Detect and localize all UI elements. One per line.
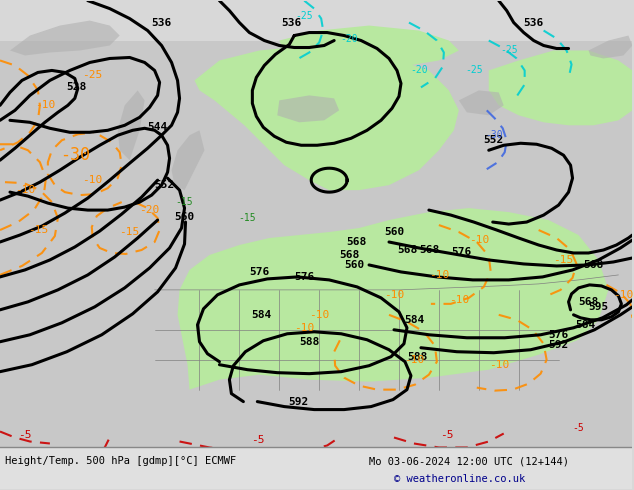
Text: -25: -25 bbox=[82, 71, 102, 80]
Polygon shape bbox=[459, 90, 504, 115]
Text: -15: -15 bbox=[238, 213, 256, 223]
Text: 584: 584 bbox=[404, 315, 424, 325]
Text: 536: 536 bbox=[281, 18, 301, 27]
Text: -10: -10 bbox=[449, 295, 469, 305]
Text: -20: -20 bbox=[340, 33, 358, 44]
Text: 544: 544 bbox=[148, 122, 168, 132]
Text: 588: 588 bbox=[299, 337, 320, 347]
Text: -25: -25 bbox=[500, 46, 517, 55]
Text: -5: -5 bbox=[18, 430, 32, 440]
Text: -25: -25 bbox=[295, 11, 313, 21]
Text: 576: 576 bbox=[249, 267, 269, 277]
Polygon shape bbox=[280, 25, 459, 69]
Text: -10: -10 bbox=[613, 290, 633, 300]
Text: 568: 568 bbox=[339, 250, 359, 260]
Text: 536: 536 bbox=[524, 18, 544, 27]
Text: 576: 576 bbox=[294, 272, 314, 282]
Text: -10: -10 bbox=[384, 290, 404, 300]
Text: 592: 592 bbox=[288, 396, 308, 407]
Text: -15: -15 bbox=[28, 225, 48, 235]
Polygon shape bbox=[118, 90, 145, 160]
Text: -15: -15 bbox=[120, 227, 139, 237]
Text: -10: -10 bbox=[429, 270, 449, 280]
Text: 552: 552 bbox=[155, 180, 175, 190]
Text: -10: -10 bbox=[15, 185, 35, 195]
Text: 552: 552 bbox=[484, 135, 504, 145]
Text: 568: 568 bbox=[578, 297, 598, 307]
Polygon shape bbox=[10, 21, 120, 55]
Text: -30: -30 bbox=[485, 130, 503, 140]
Text: 576: 576 bbox=[548, 330, 569, 340]
Text: 588: 588 bbox=[407, 352, 427, 362]
Text: Mo 03-06-2024 12:00 UTC (12+144): Mo 03-06-2024 12:00 UTC (12+144) bbox=[369, 457, 569, 466]
Polygon shape bbox=[588, 36, 632, 58]
Text: -20: -20 bbox=[410, 66, 428, 75]
Text: 576: 576 bbox=[451, 247, 472, 257]
Text: 568: 568 bbox=[583, 260, 604, 270]
Text: 528: 528 bbox=[67, 82, 87, 93]
Text: -10: -10 bbox=[469, 235, 489, 245]
Text: 560: 560 bbox=[384, 227, 404, 237]
Polygon shape bbox=[489, 50, 632, 125]
Text: -10: -10 bbox=[404, 355, 424, 365]
Text: -5: -5 bbox=[440, 430, 453, 440]
Text: Height/Temp. 500 hPa [gdmp][°C] ECMWF: Height/Temp. 500 hPa [gdmp][°C] ECMWF bbox=[5, 457, 236, 466]
Text: -20: -20 bbox=[139, 205, 160, 215]
Text: 536: 536 bbox=[152, 18, 172, 27]
Polygon shape bbox=[277, 96, 339, 122]
Text: 568: 568 bbox=[346, 237, 366, 247]
Text: -10: -10 bbox=[309, 310, 329, 320]
Text: 584: 584 bbox=[251, 310, 271, 320]
Polygon shape bbox=[178, 208, 609, 390]
Text: 584: 584 bbox=[576, 320, 595, 330]
Text: © weatheronline.co.uk: © weatheronline.co.uk bbox=[394, 474, 525, 485]
Text: 560: 560 bbox=[344, 260, 364, 270]
Text: -25: -25 bbox=[465, 66, 482, 75]
Text: 560: 560 bbox=[174, 212, 195, 222]
Text: -10: -10 bbox=[82, 175, 102, 185]
Bar bbox=[0, 447, 632, 490]
Text: -10: -10 bbox=[489, 360, 509, 369]
Text: 592: 592 bbox=[548, 340, 569, 350]
Text: 568: 568 bbox=[419, 245, 439, 255]
Text: 595: 595 bbox=[588, 302, 609, 312]
Polygon shape bbox=[195, 46, 459, 190]
Text: -15: -15 bbox=[176, 197, 193, 207]
Text: -10: -10 bbox=[294, 323, 314, 333]
Text: -30: -30 bbox=[60, 146, 90, 164]
Text: -5: -5 bbox=[573, 422, 585, 433]
Text: 568: 568 bbox=[397, 245, 417, 255]
Text: -10: -10 bbox=[35, 100, 55, 110]
Text: -5: -5 bbox=[250, 435, 264, 444]
Polygon shape bbox=[172, 130, 205, 190]
Text: -15: -15 bbox=[553, 255, 574, 265]
Bar bbox=[0, 41, 632, 449]
